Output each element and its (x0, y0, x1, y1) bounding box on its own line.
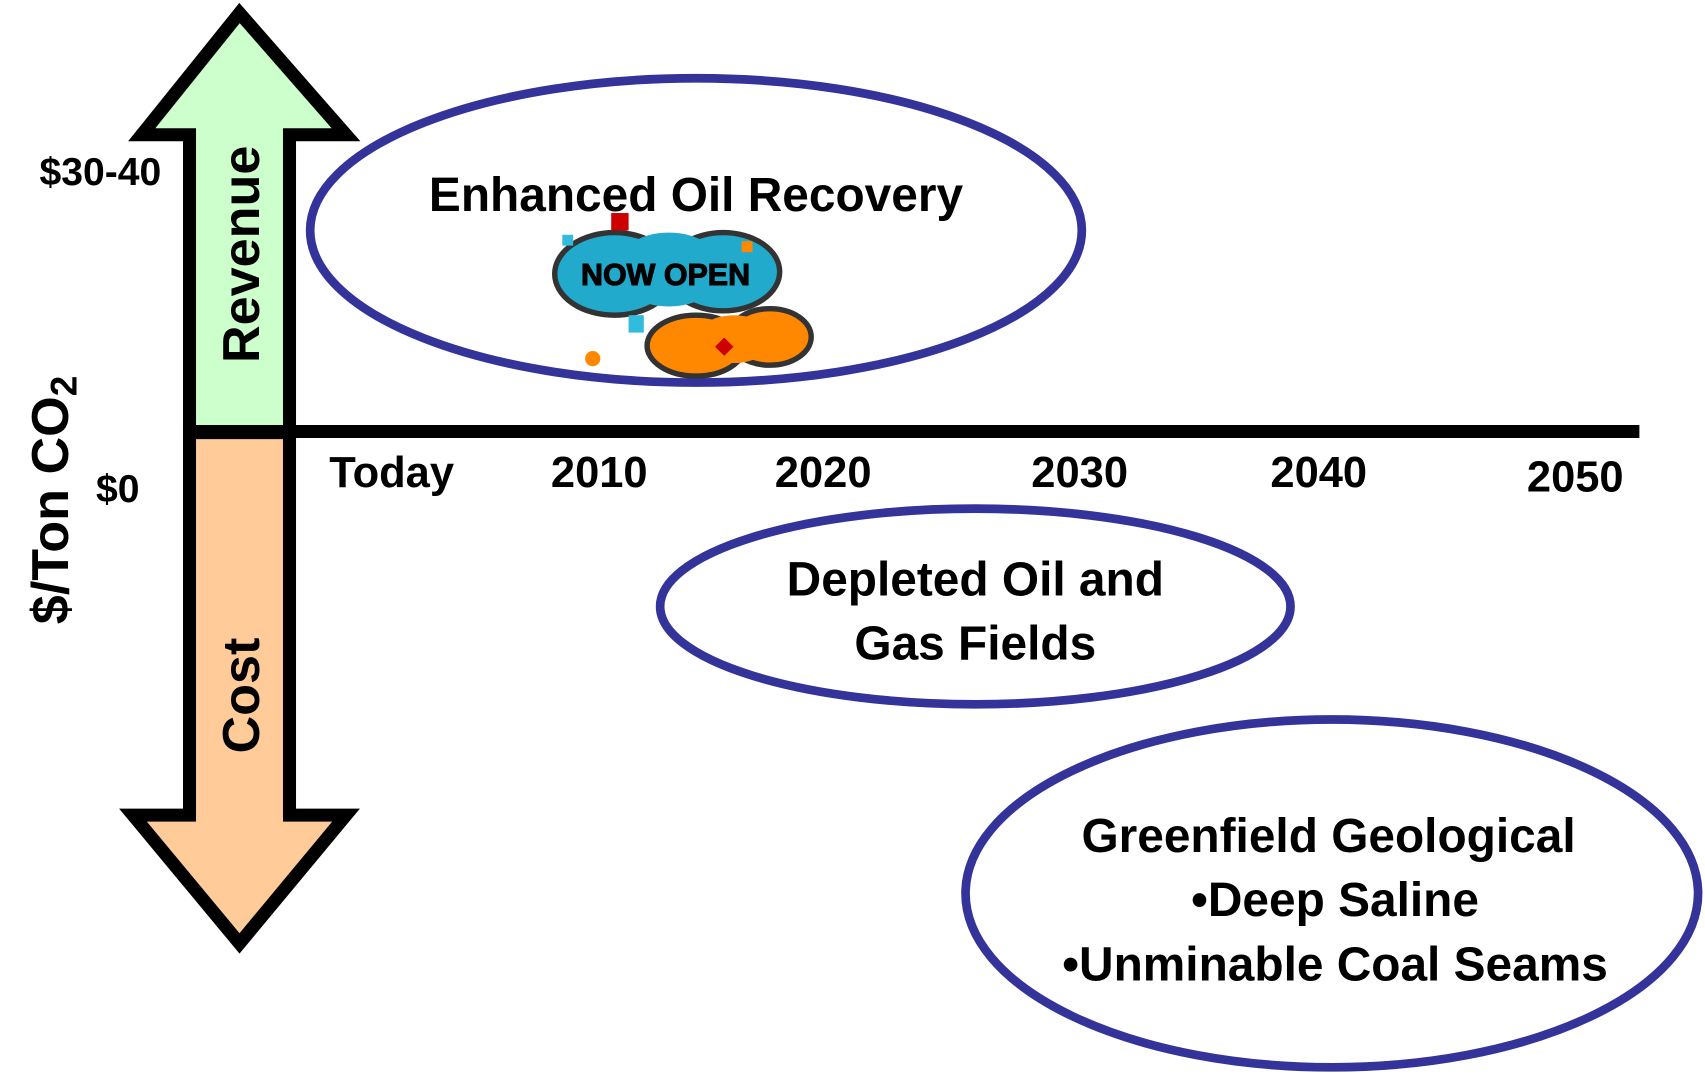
timeline-label: Today (329, 449, 454, 497)
label-text: $/Ton CO (22, 396, 80, 624)
timeline-label: 2020 (775, 449, 872, 497)
y-axis-label: $/Ton CO2 (22, 376, 85, 624)
timeline-label: 2030 (1031, 449, 1128, 497)
timeline-labels: Today 2010 2020 2030 2040 2050 (329, 449, 1623, 501)
tick-label: $0 (96, 468, 140, 511)
sign-text: NOW OPEN (581, 258, 750, 292)
region-label: Depleted Oil and (787, 554, 1164, 607)
now-open-clipart: NOW OPEN (551, 213, 814, 379)
cost-label: Cost (213, 638, 271, 754)
timeline-label: 2010 (551, 449, 648, 497)
region-ellipse (655, 504, 1295, 709)
region-ellipse (961, 715, 1703, 1072)
cost-arrow (119, 426, 360, 954)
timeline-label: 2040 (1270, 449, 1367, 497)
region-ellipse (305, 73, 1087, 387)
region-label: Enhanced Oil Recovery (429, 169, 964, 222)
region-label: •Deep Saline (1191, 874, 1479, 927)
tick-label: $30-40 (39, 151, 161, 194)
revenue-label: Revenue (213, 146, 271, 363)
region-label: Greenfield Geological (1081, 810, 1575, 863)
label-subscript: 2 (43, 376, 84, 397)
region-label: Gas Fields (854, 618, 1096, 671)
timeline-label: 2050 (1527, 453, 1624, 501)
region-label: •Unminable Coal Seams (1062, 938, 1608, 991)
